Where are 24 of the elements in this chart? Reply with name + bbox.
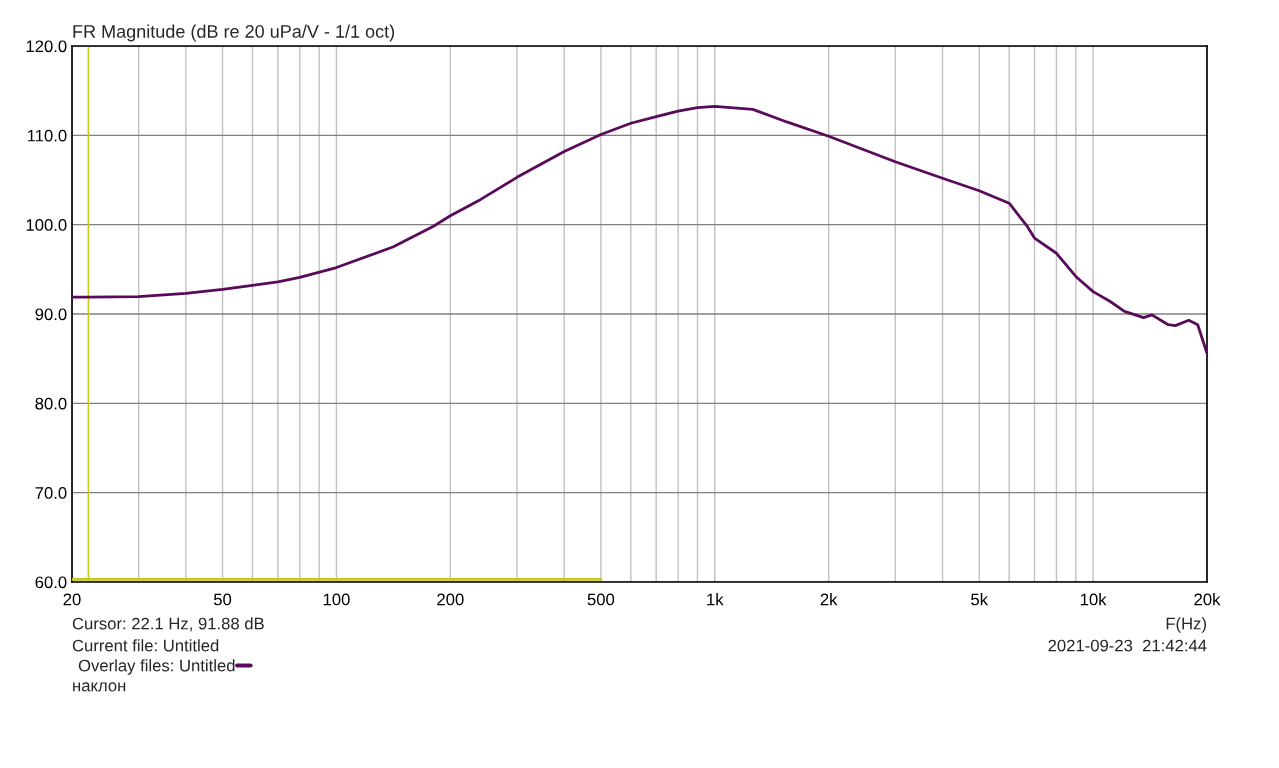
x-tick-label: 20 <box>63 593 81 606</box>
x-tick-label: 10k <box>1080 593 1107 606</box>
text: 2021-09-23 21:42:44 <box>1048 639 1207 652</box>
x-tick-label: 500 <box>587 593 615 606</box>
y-tick-label: 110.0 <box>27 129 67 142</box>
y-tick-label: 70.0 <box>35 487 67 499</box>
x-tick-label: 100 <box>323 593 350 606</box>
x-tick-label: 1k <box>707 593 724 606</box>
x-tick-label: 200 <box>437 593 464 606</box>
y-tick-label: 60.0 <box>35 576 67 589</box>
legend-label: Overlay files: Untitled <box>78 659 235 675</box>
x-tick-label: 50 <box>213 593 232 606</box>
text: Current file: Untitled <box>72 639 219 652</box>
x-tick-label: 20k <box>1194 593 1221 606</box>
x-tick-label: 2k <box>820 593 838 606</box>
y-tick-label: 120.0 <box>26 40 67 53</box>
x-axis-title: F(Hz) <box>1166 617 1206 633</box>
chart-title: FR Magnitude (dB re 20 uPa/V - 1/1 oct) <box>73 24 395 42</box>
text: наклон <box>73 682 126 692</box>
y-tick-label: 100.0 <box>26 219 67 231</box>
y-tick-label: 90.0 <box>35 308 67 321</box>
y-tick-label: 80.0 <box>35 397 67 410</box>
text: Cursor: 22.1 Hz, 91.88 dB <box>72 617 264 632</box>
x-tick-label: 5k <box>971 593 989 606</box>
